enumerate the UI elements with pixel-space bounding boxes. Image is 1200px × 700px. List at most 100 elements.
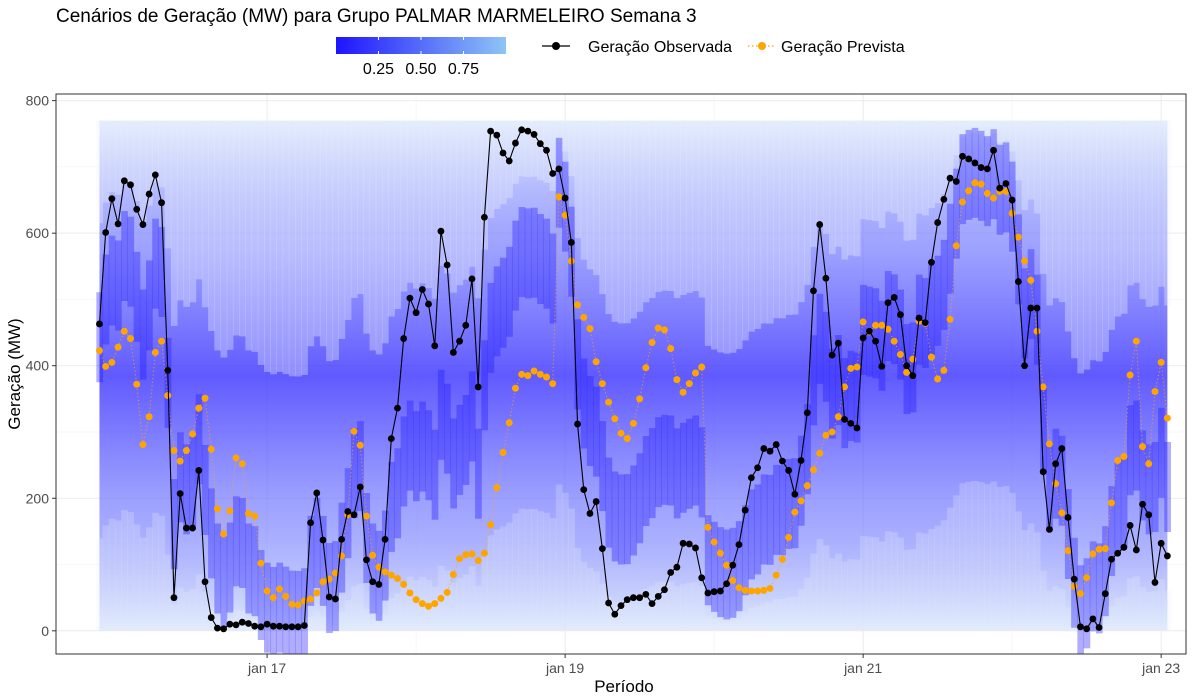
scenario-column-core xyxy=(239,497,246,588)
scenario-column-core xyxy=(791,458,799,549)
observed-point xyxy=(996,184,1004,192)
observed-point xyxy=(375,581,383,588)
scenario-column-top xyxy=(1133,120,1140,283)
forecast-point xyxy=(704,523,712,531)
scenario-column-core xyxy=(139,289,147,380)
scenario-column-top xyxy=(1127,120,1134,286)
scenario-column-top xyxy=(512,120,520,184)
y-tick-label: 200 xyxy=(26,490,50,506)
forecast-point xyxy=(158,337,166,345)
scenario-column-bottom xyxy=(444,570,451,631)
observed-point xyxy=(654,592,662,600)
scenario-column-top xyxy=(444,120,451,274)
scenario-column-top xyxy=(1058,120,1066,303)
forecast-point xyxy=(567,257,575,265)
scenario-column-bottom xyxy=(965,481,973,631)
observed-point xyxy=(1114,549,1122,557)
observed-point xyxy=(512,139,519,147)
scenario-column-top xyxy=(276,120,284,372)
observed-point xyxy=(661,586,668,594)
scenario-column-bottom xyxy=(400,582,408,631)
scenario-column-bottom xyxy=(835,553,842,631)
forecast-point xyxy=(449,570,457,578)
legend-item-observed: Geração Observada xyxy=(542,39,732,56)
legend: 0.25 0.50 0.75 Geração Observada Geração P… xyxy=(336,37,905,78)
scenario-column-bottom xyxy=(450,582,457,631)
scenario-column-bottom xyxy=(946,507,954,631)
forecast-point xyxy=(878,321,886,329)
scenario-column-bottom xyxy=(158,515,166,631)
observed-point xyxy=(1002,180,1010,187)
forecast-point xyxy=(300,597,308,605)
scenario-column-core xyxy=(884,271,892,362)
scenario-column-top xyxy=(388,120,395,317)
scenario-column-top xyxy=(1046,120,1054,306)
scenario-column-top xyxy=(139,120,147,222)
observed-point xyxy=(127,181,134,189)
forecast-point xyxy=(331,569,339,577)
scenario-column-core xyxy=(1127,405,1134,496)
scenario-column-core xyxy=(220,536,228,627)
scenario-column-bottom xyxy=(232,609,240,631)
scenario-column-top xyxy=(1108,120,1116,330)
observed-point xyxy=(220,625,228,633)
scenario-column-top xyxy=(102,120,110,203)
scenario-column-core xyxy=(971,127,979,218)
forecast-point xyxy=(778,555,786,563)
observed-point xyxy=(1052,460,1060,468)
scenario-column-bottom xyxy=(580,561,588,631)
scenario-column-core xyxy=(978,130,985,221)
scenario-column-top xyxy=(717,120,724,353)
forecast-point xyxy=(499,449,507,457)
forecast-point xyxy=(511,384,519,392)
scenario-column-bottom xyxy=(860,535,867,631)
scenario-column-core xyxy=(760,474,768,565)
observed-point xyxy=(493,131,501,139)
scenario-column-bottom xyxy=(593,571,600,631)
scenario-column-top xyxy=(1120,120,1128,314)
scenario-column-top xyxy=(288,120,296,377)
fill-scale-tick-label: 0.25 xyxy=(363,61,394,78)
observed-point xyxy=(133,205,141,213)
fill-scale-tick-label: 0.50 xyxy=(405,61,436,78)
scenario-column-core xyxy=(133,251,141,342)
scenario-column-bottom xyxy=(406,576,414,631)
scenario-column-core xyxy=(673,428,681,519)
observed-point xyxy=(630,594,637,602)
forecast-point xyxy=(884,325,892,333)
scenario-column-core xyxy=(953,168,960,259)
forecast-point xyxy=(406,589,414,597)
scenario-column-top xyxy=(841,120,849,260)
scenario-column-core xyxy=(152,218,159,309)
scenario-column-top xyxy=(679,120,687,296)
scenario-column-top xyxy=(394,120,402,310)
forecast-point xyxy=(369,551,377,559)
scenario-column-bottom xyxy=(1064,607,1072,631)
scenario-column-bottom xyxy=(990,481,998,631)
scenario-column-bottom xyxy=(599,583,606,631)
observed-point xyxy=(164,366,172,374)
observed-point xyxy=(443,261,451,269)
scenario-column-top xyxy=(1114,120,1122,317)
forecast-point xyxy=(741,586,749,594)
scenario-column-core xyxy=(1064,489,1072,580)
observed-point xyxy=(214,624,221,632)
observed-point xyxy=(356,483,364,491)
scenario-column-bottom xyxy=(350,586,358,631)
scenario-column-top xyxy=(381,120,389,344)
observed-point xyxy=(505,157,513,165)
observed-point xyxy=(841,416,848,423)
scenario-column-bottom xyxy=(1089,625,1097,631)
scenario-column-bottom xyxy=(475,586,482,631)
scenario-column-bottom xyxy=(984,483,991,631)
scenario-column-core xyxy=(1095,543,1103,634)
scenario-column-core xyxy=(891,274,898,365)
observed-point xyxy=(1151,579,1159,586)
scenario-column-top xyxy=(319,120,327,347)
scenario-column-top xyxy=(1021,120,1029,211)
observed-point xyxy=(412,309,420,317)
scenario-column-bottom xyxy=(729,621,737,631)
scenario-column-core xyxy=(375,530,383,621)
scenario-column-core xyxy=(263,562,271,653)
scenario-column-top xyxy=(257,120,265,365)
